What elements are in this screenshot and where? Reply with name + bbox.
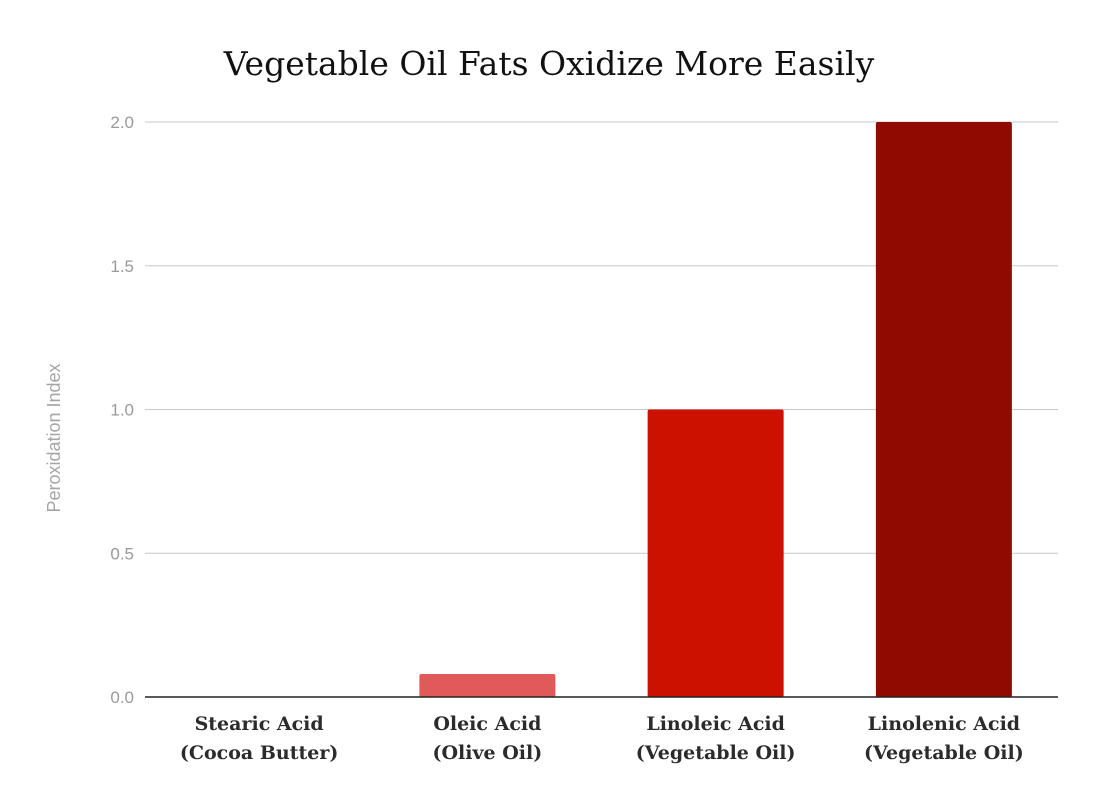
y-axis-label: Peroxidation Index (44, 363, 64, 512)
x-tick-label: (Vegetable Oil) (636, 742, 796, 764)
chart-title: Vegetable Oil Fats Oxidize More Easily (223, 44, 875, 83)
x-tick-label: Linolenic Acid (868, 713, 1020, 735)
bar[interactable] (419, 674, 556, 697)
y-tick-label: 1.5 (110, 257, 134, 276)
x-tick-label: Stearic Acid (195, 713, 324, 735)
y-tick-label: 1.0 (110, 401, 134, 420)
x-tick-label: Linoleic Acid (646, 713, 785, 735)
bar[interactable] (647, 409, 784, 698)
x-tick-label: (Vegetable Oil) (864, 742, 1024, 764)
x-tick-label: (Olive Oil) (433, 742, 543, 764)
y-tick-label: 2.0 (110, 113, 134, 132)
x-tick-label: Oleic Acid (433, 713, 541, 735)
y-tick-labels: 0.0 0.5 1.0 1.5 2.0 (110, 113, 134, 707)
y-tick-label: 0.5 (110, 544, 134, 563)
bars (419, 122, 1012, 697)
x-tick-label: (Cocoa Butter) (180, 742, 338, 764)
x-tick-labels: Stearic Acid (Cocoa Butter) Oleic Acid (Oli… (180, 713, 1024, 764)
y-tick-label: 0.0 (110, 688, 134, 707)
bar[interactable] (875, 122, 1012, 697)
